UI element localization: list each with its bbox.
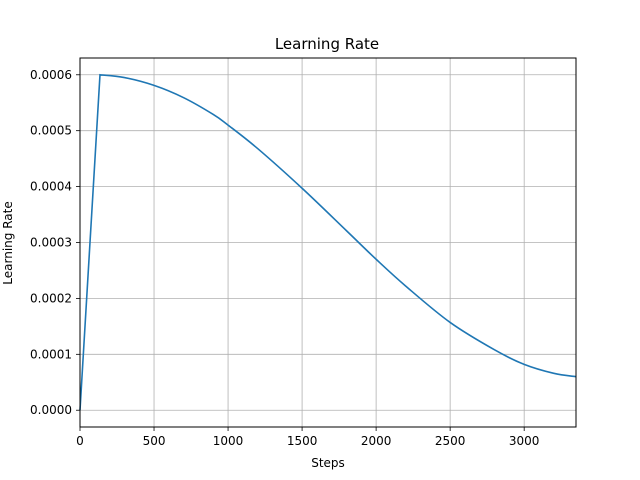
- x-tick-label: 2500: [435, 434, 466, 448]
- learning-rate-line: [79, 73, 577, 411]
- x-tick-label: 500: [143, 434, 166, 448]
- y-tick-label: 0.0000: [30, 403, 72, 417]
- grid-lines: [80, 58, 576, 427]
- x-tick-label: 0: [76, 434, 84, 448]
- x-axis-label: Steps: [311, 456, 345, 470]
- x-tick-label: 2000: [361, 434, 392, 448]
- chart-title: Learning Rate: [275, 35, 379, 53]
- y-tick-label: 0.0002: [30, 291, 72, 305]
- y-tick-label: 0.0006: [30, 68, 72, 82]
- x-tick-label: 1000: [213, 434, 244, 448]
- x-axis-ticks: 0 500 1000 1500 2000 2500 3000: [76, 427, 539, 448]
- y-tick-label: 0.0003: [30, 236, 72, 250]
- y-tick-label: 0.0004: [30, 180, 72, 194]
- y-axis-label: Learning Rate: [1, 201, 15, 284]
- y-tick-label: 0.0005: [30, 124, 72, 138]
- y-axis-ticks: 0.0000 0.0001 0.0002 0.0003 0.0004 0.0005 0.00…: [30, 68, 80, 417]
- x-tick-label: 3000: [509, 434, 540, 448]
- y-tick-label: 0.0001: [30, 347, 72, 361]
- series-group: [79, 73, 577, 411]
- x-tick-label: 1500: [287, 434, 318, 448]
